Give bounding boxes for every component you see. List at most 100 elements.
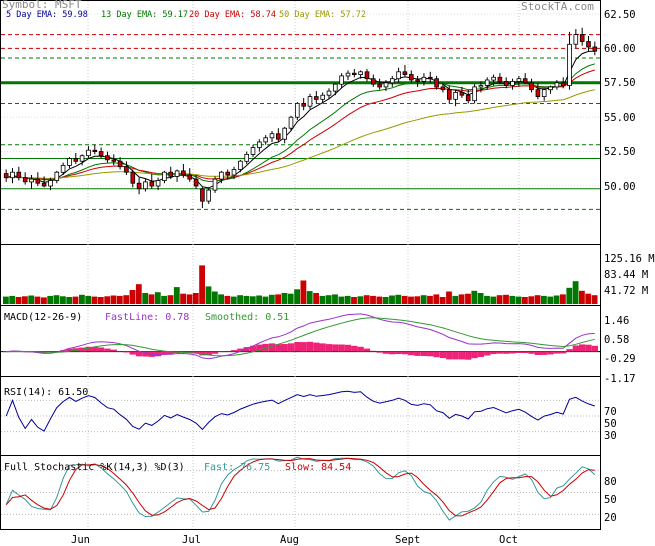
macd-histogram-bar (167, 351, 174, 355)
macd-histogram-bar (192, 351, 200, 354)
stoch-slow-label: Slow: 84.54 (285, 462, 351, 473)
candle-body (351, 72, 357, 75)
macd-histogram-bar (129, 351, 136, 355)
macd-histogram-bar (256, 344, 263, 352)
price-panel-frame (0, 0, 601, 245)
candle-body (250, 147, 256, 155)
candle-body (503, 81, 509, 86)
candle-body (86, 149, 91, 157)
candle-body (130, 171, 136, 184)
volume-tick-label: 125.16 M (604, 253, 655, 265)
macd-histogram-bar (376, 351, 383, 353)
macd-histogram-bar (85, 346, 92, 352)
symbol-label: Symbol: MSFT (2, 0, 82, 11)
macd-histogram-bar (237, 348, 244, 352)
candle-body (48, 180, 53, 187)
macd-histogram-bar (294, 342, 301, 352)
volume-bar (547, 296, 554, 304)
price-tick-label: 60.00 (604, 43, 636, 55)
macd-tick-label: -1.17 (604, 373, 636, 385)
macd-histogram-bar (116, 351, 124, 352)
candle-body (231, 169, 237, 176)
macd-histogram-bar (420, 351, 428, 356)
volume-bar (357, 296, 364, 304)
volume-bar (161, 295, 167, 304)
macd-histogram-bar (338, 344, 345, 352)
volume-bar (572, 281, 579, 304)
volume-bar (579, 290, 585, 304)
candle-body (67, 158, 72, 166)
volume-bar (509, 295, 516, 304)
candle-body (516, 78, 522, 82)
volume-bar (79, 294, 85, 304)
volume-bar (167, 295, 174, 304)
macd-histogram-bar (218, 351, 225, 353)
macd-histogram-bar (433, 351, 440, 358)
candle-body (29, 178, 34, 183)
volume-bar (338, 296, 345, 304)
brand-label: StockTA.com (521, 0, 594, 13)
candle-body (383, 82, 389, 88)
candle-body (294, 103, 300, 118)
candle-body (22, 177, 28, 183)
ema50-line (6, 89, 595, 179)
macd-histogram-bar (135, 351, 143, 357)
volume-bars (3, 265, 598, 304)
macd-histogram-bar (319, 343, 326, 352)
candle-body (275, 133, 281, 140)
macd-histogram-bar (161, 351, 168, 355)
candle-body (143, 181, 148, 190)
volume-bar (496, 295, 503, 304)
macd-histogram-bar (97, 347, 105, 352)
volume-bar (389, 295, 395, 304)
macd-histogram-bar (123, 351, 130, 353)
volume-bar (199, 265, 205, 304)
volume-bar (446, 291, 452, 304)
candle-body (111, 159, 117, 162)
candle-body (427, 76, 433, 80)
volume-bar (72, 296, 79, 304)
macd-smooth-label: Smoothed: 0.51 (205, 312, 289, 323)
macd-smoothed-line (6, 317, 595, 357)
macd-histogram-bar (585, 344, 592, 352)
macd-histogram-bar (142, 351, 149, 357)
candle-body (206, 189, 212, 202)
candle-body (301, 103, 306, 107)
candle-body (219, 171, 224, 180)
volume-bar (41, 297, 47, 304)
candle-body (440, 86, 446, 91)
macd-histogram-bar (522, 351, 529, 354)
macd-histogram-bar (395, 351, 402, 354)
candle-body (200, 188, 205, 202)
macd-tick-label: 0.58 (604, 334, 629, 346)
macd-histogram-bar (249, 345, 257, 352)
volume-bar (148, 294, 155, 304)
macd-histogram-bar (452, 351, 459, 360)
candle-body (98, 151, 104, 157)
stoch-title: Full Stochastic %K(14,3) %D(3) (4, 462, 185, 473)
volume-bar (218, 294, 224, 304)
macd-histogram-bar (154, 351, 162, 357)
month-label: Oct (499, 534, 518, 546)
volume-bar (300, 280, 307, 304)
macd-histogram-bar (496, 351, 503, 354)
candle-body (554, 82, 560, 88)
macd-histogram-bar (439, 351, 447, 359)
ema20-label: 20 Day EMA: 58.74 (189, 10, 276, 20)
volume-bar (249, 296, 256, 304)
price-tick-label: 57.50 (604, 77, 636, 89)
volume-bar (275, 294, 281, 304)
month-label: Sept (395, 534, 420, 546)
candle-body (592, 46, 598, 52)
month-label: Jun (71, 534, 90, 546)
candle-body (168, 171, 174, 177)
volume-bar (313, 293, 319, 304)
volume-bar (186, 294, 193, 304)
macd-histogram-bar (313, 342, 320, 352)
volume-bar (528, 296, 535, 304)
volume-bar (243, 295, 250, 304)
macd-histogram-bar (503, 351, 510, 354)
volume-bar (332, 294, 338, 304)
volume-bar (534, 295, 541, 304)
